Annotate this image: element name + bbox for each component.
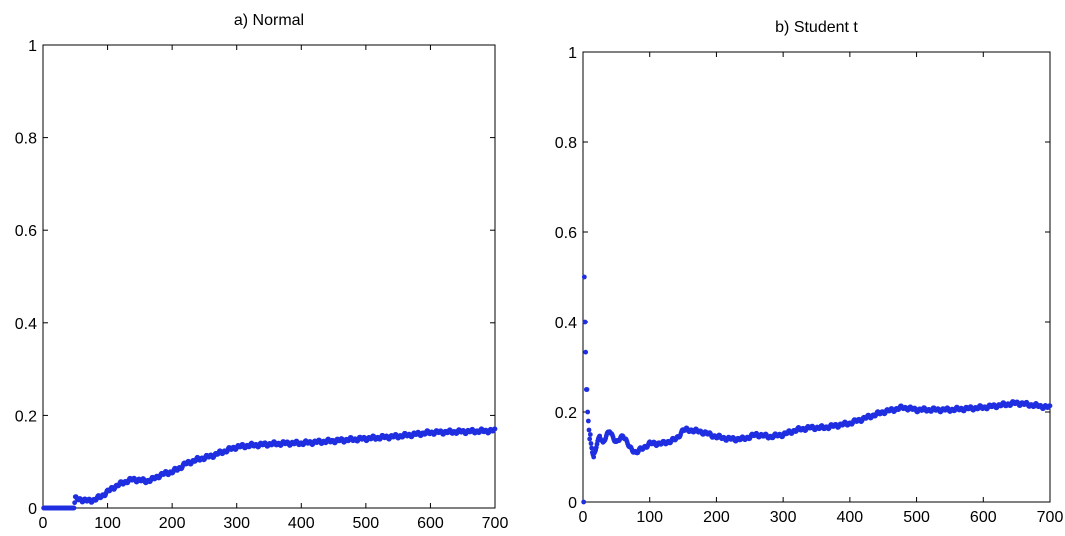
data-point [71,505,77,511]
y-tick-label: 0.8 [555,135,577,152]
chart-title-normal: a) Normal [234,12,304,29]
y-axis-student-t: 0 0.2 0.4 0.6 0.8 1 [555,45,1050,512]
y-tick-label: 1 [28,38,37,55]
data-point [1047,403,1053,409]
y-tick-label: 0 [28,501,37,518]
x-tick-label: 200 [703,509,730,526]
y-tick-label: 0.6 [15,223,37,240]
chart-title-student-t: b) Student t [775,19,858,36]
data-point [587,432,593,437]
data-point [584,387,590,392]
data-point [585,418,591,424]
data-point [591,454,597,460]
data-point [583,349,589,355]
y-tick-label: 0.4 [555,315,577,332]
axes-frame-normal [42,44,496,509]
x-tick-label: 600 [417,515,444,532]
x-tick-label: 700 [482,515,509,532]
x-tick-label: 500 [903,509,930,526]
x-tick-label: 700 [1037,509,1064,526]
y-tick-label: 0 [568,495,577,512]
data-series-student-t [581,274,1053,505]
data-point [492,426,498,432]
x-tick-label: 400 [288,515,315,532]
y-tick-label: 0.2 [15,408,37,425]
data-point [582,319,588,325]
x-tick-label: 600 [970,509,997,526]
data-point [588,441,594,446]
axes-frame-student-t [582,51,1051,503]
x-tick-label: 200 [159,515,186,532]
data-point [585,409,591,415]
x-tick-label: 500 [353,515,380,532]
data-point [581,499,587,505]
panel-normal: a) Normal 0 0.2 0.4 0.6 0.8 1 0 100 200 300 400 50… [15,12,509,532]
data-point [72,500,78,506]
x-tick-label: 400 [837,509,864,526]
x-tick-label: 100 [636,509,663,526]
y-tick-label: 1 [568,45,577,62]
panel-student-t: b) Student t 0 0.2 0.4 0.6 0.8 1 0 100 200 300 40… [555,19,1064,526]
y-axis-normal: 0 0.2 0.4 0.6 0.8 1 [15,38,495,518]
x-axis-normal: 0 100 200 300 400 500 600 700 [39,45,509,532]
x-tick-label: 100 [94,515,121,532]
y-tick-label: 0.6 [555,225,577,242]
data-point [586,427,592,433]
x-tick-label: 0 [39,515,48,532]
y-tick-label: 0.8 [15,131,37,148]
y-tick-label: 0.2 [555,405,577,422]
data-series-normal [41,426,498,511]
y-tick-label: 0.4 [15,316,37,333]
data-point [581,274,587,280]
x-tick-label: 300 [223,515,250,532]
x-tick-label: 0 [579,509,588,526]
data-point [589,445,595,451]
data-point [587,436,593,442]
x-tick-label: 300 [770,509,797,526]
x-axis-student-t: 0 100 200 300 400 500 600 700 [579,52,1064,526]
